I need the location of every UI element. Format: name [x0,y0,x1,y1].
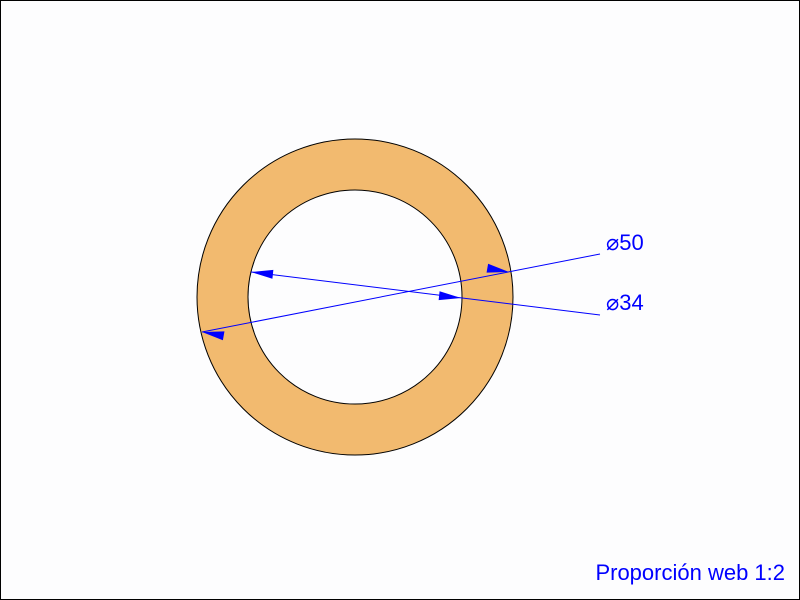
canvas-border [1,1,800,600]
ring-shape [197,139,513,455]
technical-diagram: ⌀50 ⌀34 Proporción web 1:2 [0,0,800,600]
inner-arrow-1 [251,270,273,279]
outer-dimension: ⌀50 [202,230,644,340]
outer-dim-label: ⌀50 [606,230,644,255]
inner-arrow-2 [439,291,461,300]
inner-dim-line [251,272,600,315]
outer-dim-line [202,254,600,332]
inner-dim-label: ⌀34 [606,290,644,315]
inner-dimension: ⌀34 [251,270,644,315]
footer-text: Proporción web 1:2 [595,560,785,585]
ring-path [197,139,513,455]
